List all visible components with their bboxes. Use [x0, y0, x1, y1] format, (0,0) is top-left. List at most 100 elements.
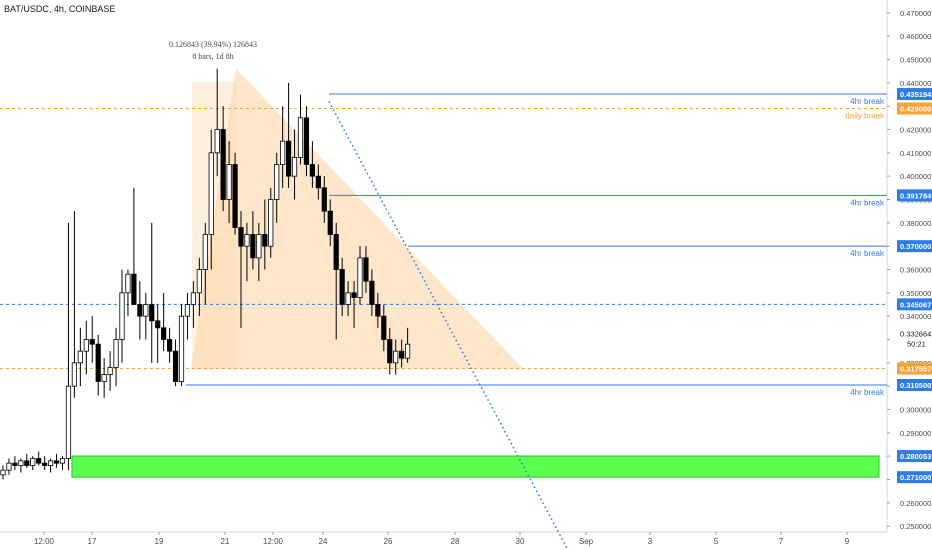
candle-body: [178, 315, 185, 382]
x-tick-label: 21: [221, 537, 230, 546]
y-tick-label: 0.470000: [900, 9, 931, 18]
candle-body: [291, 157, 298, 177]
y-tick-label: 0.360000: [900, 266, 931, 275]
candle-body: [327, 210, 333, 235]
price-label-box-2: [897, 189, 932, 202]
candle-body: [363, 257, 369, 282]
price-label-box-1: [897, 102, 932, 115]
price-label-text-0: 0.435194: [900, 90, 932, 99]
candle-body: [280, 140, 286, 165]
y-tick-label: 0.380000: [900, 219, 931, 228]
x-tick-label: 30: [516, 537, 525, 546]
candle-body: [262, 234, 268, 247]
candle-body: [53, 460, 60, 464]
candle-body: [161, 327, 167, 340]
candle-body: [250, 234, 256, 259]
candle-body: [196, 269, 202, 294]
level-note-0: 4hr break: [850, 97, 885, 106]
x-tick-label: 24: [319, 537, 328, 546]
candle-body: [303, 117, 310, 165]
y-tick-label: 0.420000: [900, 126, 931, 135]
candle-body: [387, 339, 393, 364]
price-label-text-8: 0.271000: [900, 473, 931, 482]
candle-body: [393, 350, 399, 364]
x-tick-label: 3: [648, 537, 653, 546]
candle-body: [268, 199, 274, 247]
x-tick-label: 12:00: [34, 537, 55, 546]
candle-body: [214, 129, 220, 154]
candle-body: [321, 187, 327, 212]
measurement-box: [192, 81, 236, 369]
y-tick-label: 0.400000: [900, 172, 931, 181]
price-label-text-5: 0.317557: [900, 365, 931, 374]
candle-body: [357, 257, 363, 298]
candle-body: [345, 292, 351, 305]
price-label-box-8: [897, 471, 932, 484]
candle-body: [369, 280, 375, 305]
price-label-text-2: 0.391784: [900, 191, 932, 200]
candle-body: [202, 234, 208, 270]
y-tick-label: 0.440000: [900, 79, 931, 88]
current-price-text: 0.332664: [900, 329, 931, 338]
candle-body: [333, 234, 339, 270]
x-tick-label: 7: [779, 537, 784, 546]
candle-body: [143, 304, 149, 317]
candle-body: [309, 164, 316, 177]
x-tick-label: Sep: [579, 537, 594, 546]
candle-body: [95, 343, 101, 382]
candle-body: [274, 164, 280, 200]
x-tick-label: 12:00: [263, 537, 284, 546]
price-label-box-7: [897, 450, 932, 463]
x-tick-label: 5: [714, 537, 719, 546]
candle-body: [18, 460, 24, 466]
candle-body: [71, 362, 77, 387]
candle-body: [125, 273, 131, 294]
y-tick-label: 0.300000: [900, 406, 931, 415]
candle-body: [65, 385, 72, 459]
y-tick-label: 0.260000: [900, 499, 931, 508]
y-tick-label: 0.290000: [900, 429, 931, 438]
candle-body: [77, 350, 83, 364]
candle-body: [297, 117, 304, 158]
candle-body: [149, 304, 155, 322]
candle-body: [113, 339, 119, 368]
candle-body: [184, 304, 191, 317]
price-label-box-4: [897, 298, 932, 311]
candle-body: [59, 458, 66, 464]
level-note-1: daily break: [845, 112, 885, 121]
y-tick-label: 0.340000: [900, 312, 931, 321]
measurement-bars: 8 bars, 1d 8h: [192, 52, 234, 61]
y-tick-label: 0.450000: [900, 56, 931, 65]
candle-body: [238, 227, 244, 247]
x-tick-label: 19: [155, 537, 164, 546]
candle-body: [89, 339, 95, 345]
level-note-2: 4hr break: [850, 198, 885, 207]
price-label-text-7: 0.280053: [900, 452, 931, 461]
candle-body: [381, 315, 387, 340]
candle-body: [256, 234, 262, 259]
candle-body: [399, 350, 405, 359]
price-label-box-6: [897, 379, 932, 391]
price-label-text-6: 0.310500: [900, 381, 931, 390]
candle-body: [244, 234, 250, 247]
candle-body: [6, 462, 12, 471]
candle-body: [83, 339, 89, 352]
price-label-box-0: [897, 88, 932, 101]
candle-body: [166, 339, 173, 352]
y-tick-label: 0.350000: [900, 289, 931, 298]
candle-body: [36, 458, 42, 464]
candle-body: [285, 140, 292, 177]
candle-body: [172, 350, 179, 382]
price-label-box-5: [897, 362, 932, 375]
current-price-box: [897, 327, 932, 350]
y-tick-label: 0.250000: [900, 522, 931, 531]
candle-body: [131, 273, 137, 305]
candle-body: [190, 292, 196, 305]
candle-body: [404, 343, 411, 359]
level-note-3: 4hr break: [850, 249, 885, 258]
countdown-text: 50:21: [907, 339, 926, 348]
x-tick-label: 28: [451, 537, 460, 546]
candle-body: [375, 304, 381, 317]
candle-body: [48, 460, 54, 466]
